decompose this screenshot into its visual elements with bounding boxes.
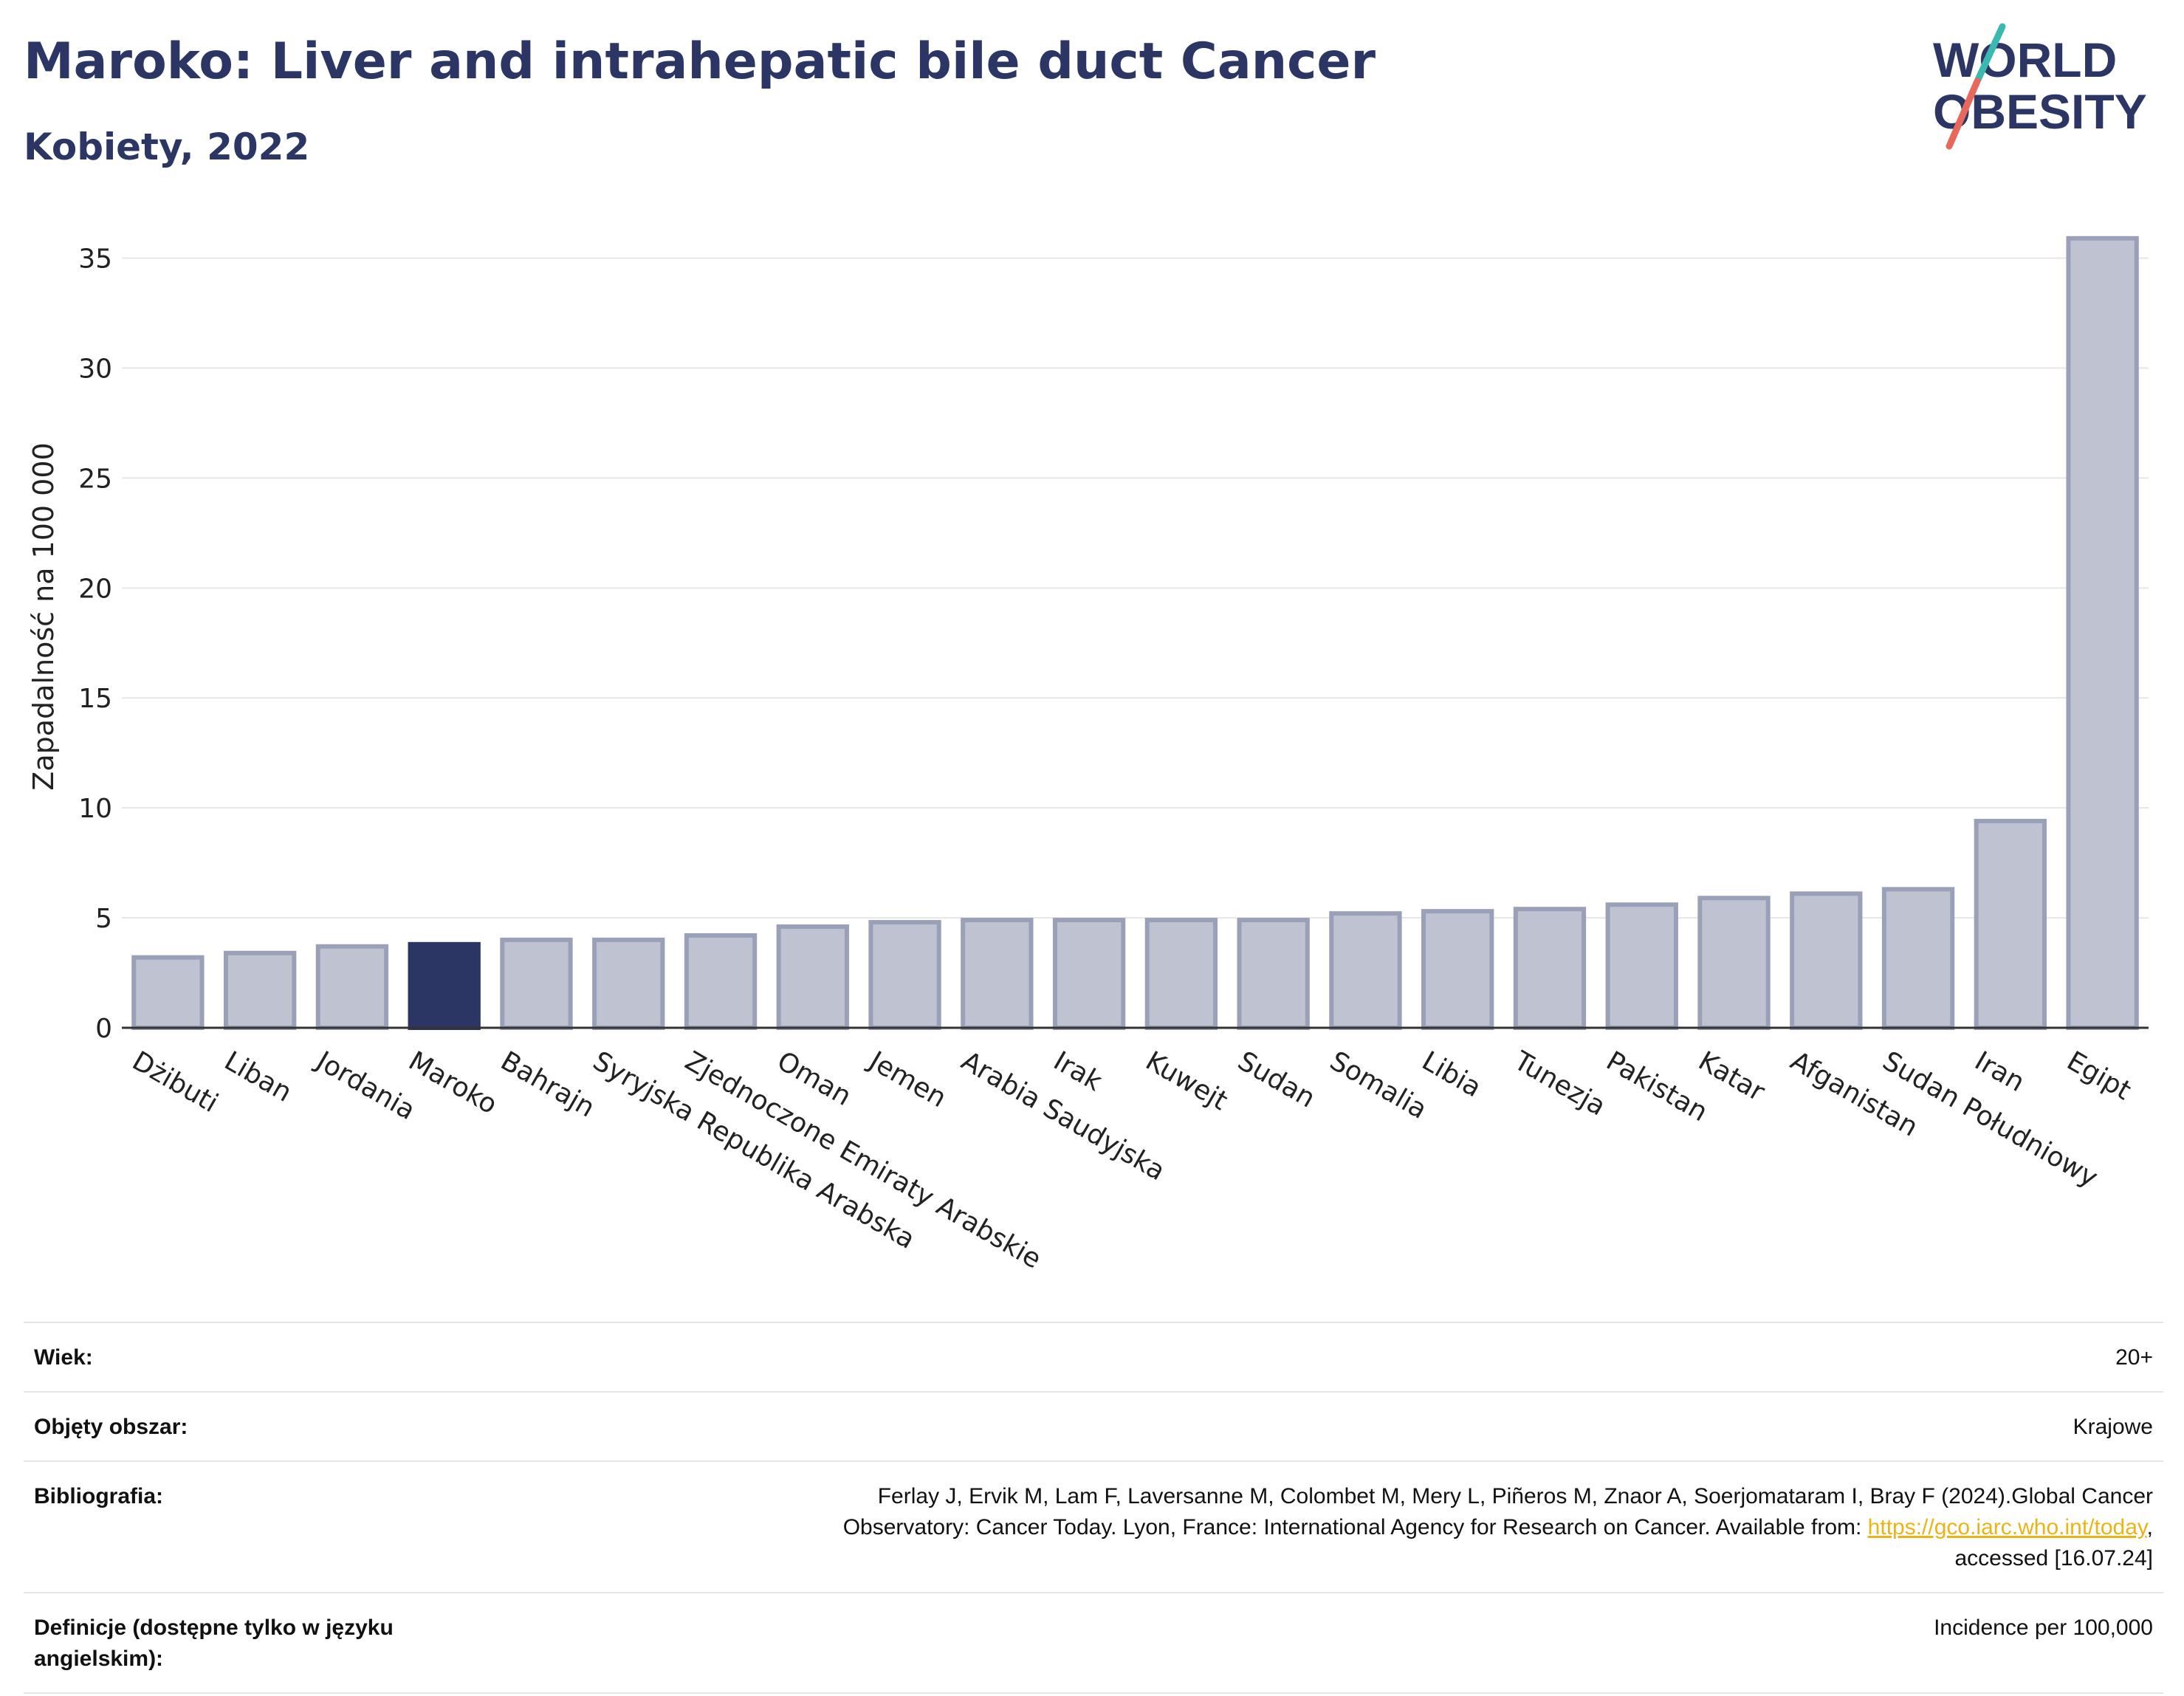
- info-value: Incidence per 100,000: [1934, 1616, 2153, 1640]
- bar-18: [1790, 891, 1863, 1031]
- bar-0: [131, 955, 205, 1030]
- x-tick-label: Irak: [1048, 1046, 1108, 1097]
- gridlines: [122, 257, 2149, 919]
- x-tick-label: Liban: [219, 1046, 297, 1108]
- y-tick-label: 35: [78, 244, 112, 275]
- y-axis-label: Zapadalność na 100 000: [27, 442, 60, 790]
- bibliography-line-1: Ferlay J, Ervik M, Lam F, Laversanne M, …: [877, 1484, 2153, 1508]
- bibliography-line-2: Observatory: Cancer Today. Lyon, France:…: [842, 1515, 1868, 1539]
- x-tick-label: Jemen: [863, 1045, 952, 1113]
- x-tick-label: Tunezja: [1508, 1046, 1611, 1122]
- bars: [131, 236, 2139, 1031]
- info-value: 20+: [2115, 1345, 2153, 1370]
- bar-8: [868, 920, 941, 1030]
- bar-13: [1329, 911, 1402, 1030]
- info-label: Definicje (dostępne tylko w języku angie…: [34, 1616, 394, 1671]
- x-tick-label: Maroko: [403, 1046, 502, 1120]
- bar-3: [408, 941, 481, 1031]
- y-axis-ticks: 0 5 10 15 20 25 30 35: [78, 244, 112, 1044]
- y-tick-label: 10: [78, 794, 112, 824]
- bar-10: [1052, 918, 1126, 1030]
- info-row-coverage: Objęty obszar: Krajowe: [24, 1391, 2163, 1460]
- y-tick-label: 5: [95, 904, 112, 934]
- info-value: Krajowe: [2073, 1415, 2153, 1439]
- bar-20: [1974, 819, 2047, 1031]
- source-link[interactable]: https://gco.iarc.who.int/today: [1867, 1515, 2147, 1539]
- bar-17: [1697, 896, 1771, 1030]
- logo-slash-teal: [1974, 23, 2006, 85]
- bar-21: [2066, 236, 2139, 1030]
- y-tick-label: 0: [95, 1014, 112, 1044]
- logo-text-world: WORLD: [1933, 32, 2117, 87]
- x-tick-label: Iran: [1970, 1046, 2030, 1098]
- y-tick-label: 15: [78, 684, 112, 714]
- bibliography-line-2-end: ,: [2146, 1515, 2153, 1539]
- x-tick-label: Dżibuti: [127, 1046, 223, 1119]
- x-tick-label: Egipt: [2061, 1046, 2136, 1106]
- bar-4: [500, 937, 573, 1030]
- bibliography-line-3: accessed [16.07.24]: [1954, 1546, 2153, 1570]
- bar-5: [592, 937, 665, 1030]
- y-tick-label: 30: [78, 354, 112, 384]
- bar-15: [1513, 907, 1587, 1031]
- x-tick-label: Bahrajn: [495, 1046, 600, 1123]
- info-label: Wiek:: [34, 1345, 93, 1370]
- bar-6: [684, 933, 758, 1030]
- bar-19: [1881, 887, 1955, 1031]
- info-table: Wiek: 20+ Objęty obszar: Krajowe Bibliog…: [24, 1322, 2163, 1694]
- info-label: Objęty obszar:: [34, 1415, 188, 1439]
- info-value: Ferlay J, Ervik M, Lam F, Laversanne M, …: [843, 1481, 2153, 1574]
- info-label: Bibliografia:: [34, 1484, 164, 1508]
- bar-2: [315, 944, 389, 1031]
- page-title: Maroko: Liver and intrahepatic bile duct…: [24, 32, 1376, 91]
- y-tick-label: 20: [78, 574, 112, 604]
- x-tick-label: Somalia: [1325, 1046, 1432, 1125]
- x-tick-label: Pakistan: [1601, 1046, 1712, 1127]
- world-obesity-logo: WORLD OBESITY: [1933, 23, 2147, 150]
- bar-9: [961, 918, 1034, 1030]
- page-subtitle: Kobiety, 2022: [24, 126, 310, 168]
- info-row-age: Wiek: 20+: [24, 1322, 2163, 1391]
- bar-16: [1605, 902, 1678, 1030]
- bar-1: [223, 950, 297, 1030]
- bar-12: [1237, 918, 1310, 1030]
- x-tick-label: Libia: [1417, 1046, 1486, 1103]
- x-tick-label: Kuwejt: [1141, 1046, 1233, 1116]
- x-tick-label: Jordania: [310, 1045, 420, 1126]
- x-tick-label: Sudan: [1232, 1046, 1320, 1113]
- bar-7: [776, 924, 849, 1031]
- info-row-bibliography: Bibliografia: Ferlay J, Ervik M, Lam F, …: [24, 1460, 2163, 1592]
- logo-slash-red: [1946, 78, 1981, 150]
- info-row-definitions: Definicje (dostępne tylko w języku angie…: [24, 1592, 2163, 1694]
- bar-11: [1144, 918, 1218, 1030]
- y-tick-label: 25: [78, 464, 112, 494]
- bar-14: [1421, 909, 1494, 1031]
